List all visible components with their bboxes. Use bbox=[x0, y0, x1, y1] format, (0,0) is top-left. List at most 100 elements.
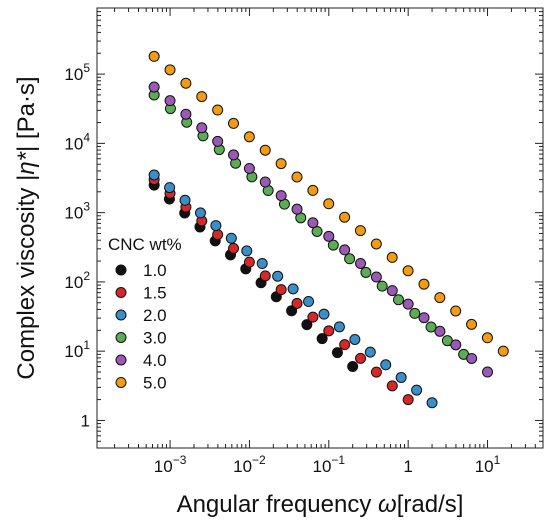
data-point-1.5 bbox=[355, 352, 367, 364]
data-point-2.0 bbox=[179, 194, 191, 206]
data-point-1.5 bbox=[386, 380, 398, 392]
data-point-4.0 bbox=[482, 366, 494, 378]
data-point-1.5 bbox=[243, 256, 255, 268]
data-point-4.0 bbox=[370, 271, 382, 283]
data-point-4.0 bbox=[196, 122, 208, 134]
data-point-2.0 bbox=[272, 270, 284, 282]
x-tick-label: 10−1 bbox=[312, 453, 345, 476]
x-tick-labels: 10−3 10−2 10−1 1 101 bbox=[154, 453, 501, 476]
y-tick-label: 1 bbox=[81, 411, 90, 430]
data-point-4.0 bbox=[466, 352, 478, 364]
legend-marker bbox=[115, 377, 127, 388]
data-point-5.0 bbox=[386, 251, 398, 263]
data-point-2.0 bbox=[164, 182, 176, 194]
data-point-5.0 bbox=[291, 171, 303, 183]
legend-title: CNC wt% bbox=[108, 235, 182, 254]
data-point-4.0 bbox=[323, 230, 335, 242]
data-point-5.0 bbox=[339, 211, 351, 223]
data-point-3.0 bbox=[425, 321, 437, 333]
data-point-2.0 bbox=[333, 321, 345, 333]
data-point-4.0 bbox=[275, 190, 287, 202]
data-point-2.0 bbox=[303, 296, 315, 308]
data-point-2.0 bbox=[287, 283, 299, 295]
y-tick-label: 102 bbox=[64, 269, 90, 292]
data-point-1.0 bbox=[286, 305, 298, 317]
data-point-5.0 bbox=[450, 305, 462, 317]
data-point-5.0 bbox=[481, 332, 493, 344]
data-point-2.0 bbox=[318, 308, 330, 320]
data-point-2.0 bbox=[411, 384, 423, 396]
data-point-1.5 bbox=[323, 325, 335, 337]
data-point-4.0 bbox=[164, 95, 176, 107]
data-point-5.0 bbox=[307, 184, 319, 196]
data-point-4.0 bbox=[418, 312, 430, 324]
x-tick-label: 10−3 bbox=[154, 453, 187, 476]
data-point-2.0 bbox=[241, 245, 253, 257]
data-point-1.5 bbox=[370, 366, 382, 378]
data-point-2.0 bbox=[380, 359, 392, 371]
x-tick-label: 1 bbox=[403, 457, 412, 476]
x-tick-label: 101 bbox=[475, 453, 501, 476]
data-point-3.0 bbox=[311, 225, 323, 237]
data-point-1.5 bbox=[307, 311, 319, 323]
data-point-1.5 bbox=[339, 339, 351, 351]
data-point-4.0 bbox=[243, 162, 255, 174]
data-point-3.0 bbox=[392, 294, 404, 306]
data-point-1.0 bbox=[331, 347, 343, 359]
legend-marker bbox=[115, 309, 127, 321]
data-point-5.0 bbox=[228, 117, 240, 129]
legend-label: 1.5 bbox=[143, 284, 167, 303]
data-point-3.0 bbox=[360, 266, 372, 278]
data-point-5.0 bbox=[466, 318, 478, 330]
y-axis-title: Complex viscosity |η*| [Pa·s] bbox=[13, 76, 40, 379]
data-point-2.0 bbox=[256, 258, 268, 270]
data-point-5.0 bbox=[275, 158, 287, 170]
y-tick-label: 101 bbox=[64, 338, 90, 361]
data-point-4.0 bbox=[180, 108, 192, 120]
data-point-1.5 bbox=[275, 284, 287, 296]
data-point-1.5 bbox=[402, 394, 414, 406]
data-point-5.0 bbox=[418, 278, 430, 290]
data-point-4.0 bbox=[402, 298, 414, 310]
data-point-5.0 bbox=[180, 77, 192, 89]
legend-label: 1.0 bbox=[143, 261, 167, 280]
data-point-3.0 bbox=[344, 253, 356, 265]
data-point-4.0 bbox=[386, 285, 398, 297]
y-tick-label: 103 bbox=[64, 200, 90, 223]
legend-marker bbox=[115, 264, 127, 276]
legend-marker bbox=[115, 287, 127, 298]
data-point-1.5 bbox=[291, 297, 303, 309]
data-point-5.0 bbox=[402, 265, 414, 277]
data-point-4.0 bbox=[148, 81, 160, 93]
data-point-4.0 bbox=[355, 257, 367, 269]
data-point-2.0 bbox=[148, 169, 160, 181]
data-point-4.0 bbox=[307, 217, 319, 229]
legend-marker bbox=[115, 354, 127, 366]
data-point-3.0 bbox=[327, 239, 339, 251]
legend-label: 2.0 bbox=[143, 306, 167, 325]
data-point-2.0 bbox=[426, 397, 438, 409]
data-point-3.0 bbox=[409, 307, 421, 319]
data-point-5.0 bbox=[434, 292, 446, 304]
data-point-2.0 bbox=[210, 220, 222, 232]
data-point-5.0 bbox=[497, 345, 509, 357]
data-point-4.0 bbox=[228, 149, 240, 161]
data-point-1.0 bbox=[316, 333, 328, 345]
data-point-4.0 bbox=[450, 339, 462, 351]
data-point-2.0 bbox=[395, 371, 407, 383]
y-tick-labels: 1 101 102 103 104 105 bbox=[64, 61, 90, 430]
data-point-4.0 bbox=[212, 135, 224, 147]
data-point-2.0 bbox=[194, 207, 206, 219]
legend-label: 3.0 bbox=[143, 329, 167, 348]
legend: CNC wt% 1.0 1.5 2.0 3.0 4.0 5.0 bbox=[108, 235, 182, 393]
data-point-1.0 bbox=[347, 361, 359, 373]
legend-label: 5.0 bbox=[143, 374, 167, 393]
data-point-1.5 bbox=[228, 242, 240, 254]
data-point-4.0 bbox=[259, 176, 271, 188]
major-ticks bbox=[97, 8, 543, 448]
data-point-2.0 bbox=[364, 346, 376, 358]
x-axis-title: Angular frequency ω[rad/s] bbox=[177, 491, 464, 518]
data-point-1.0 bbox=[301, 319, 313, 331]
x-tick-label: 10−2 bbox=[233, 453, 266, 476]
